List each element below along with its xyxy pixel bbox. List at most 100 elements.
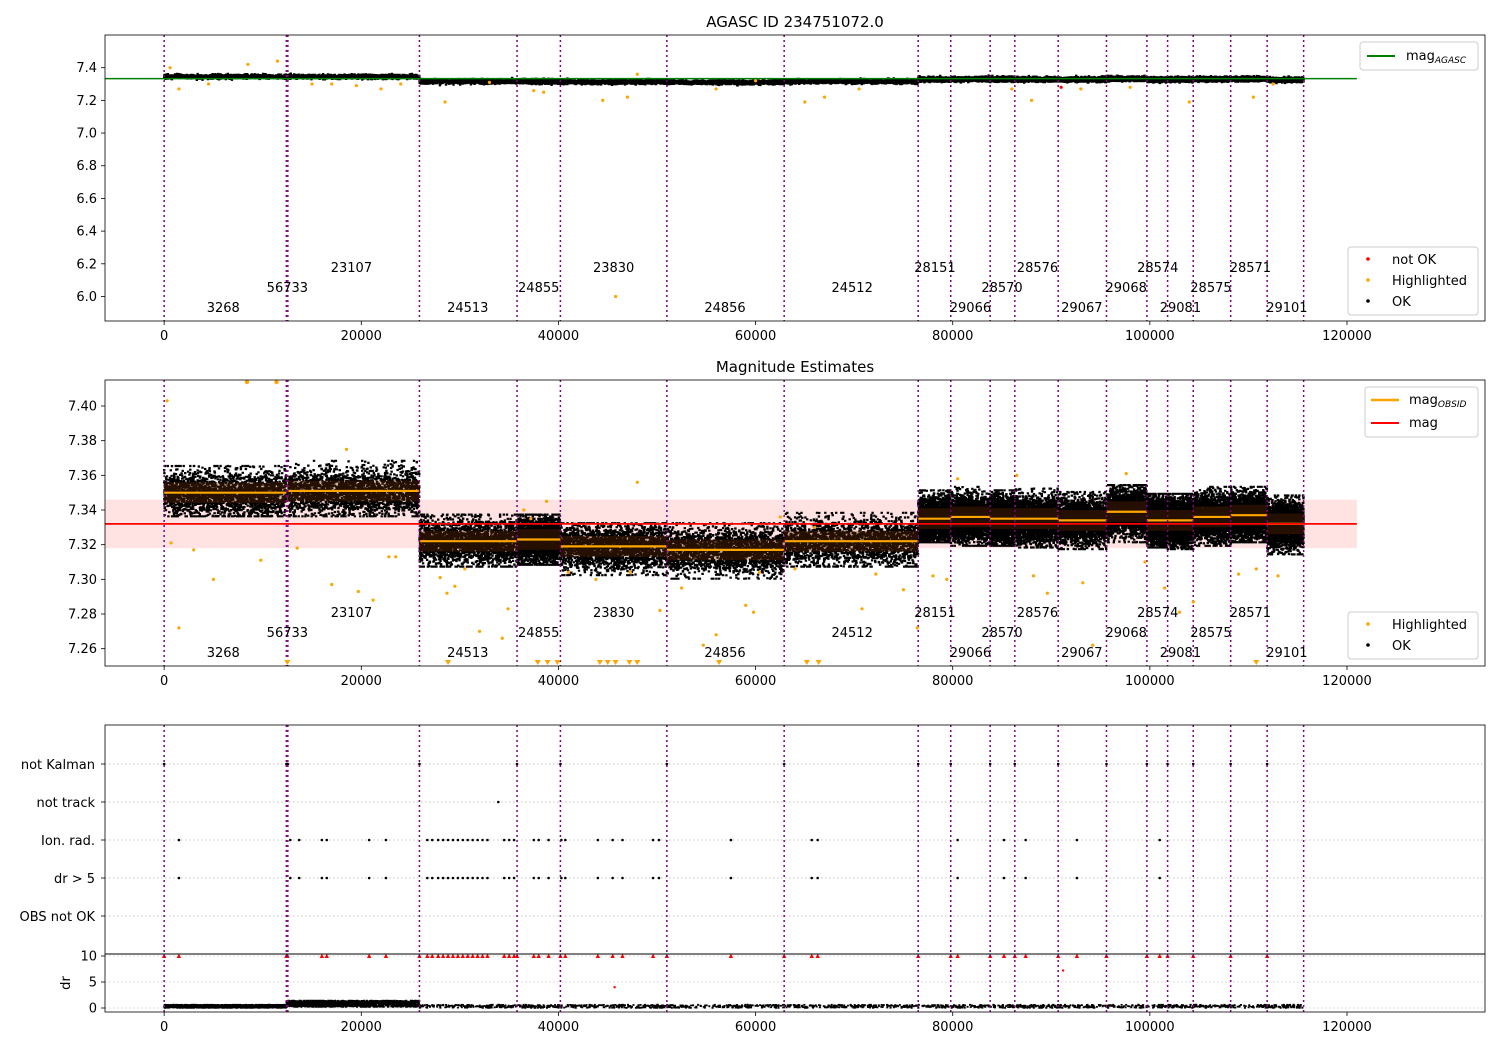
dr-saturated-marker — [450, 953, 456, 958]
offscale-marker — [634, 660, 641, 665]
flag-row-label: not Kalman — [21, 758, 95, 773]
x-tick-label: 20000 — [341, 1020, 382, 1035]
dr-saturated-marker — [465, 953, 470, 958]
obsid-label: 29068 — [1106, 626, 1147, 641]
flag-row-label: OBS not OK — [20, 910, 96, 925]
legend-marker — [1366, 299, 1370, 303]
highlighted-point — [1031, 574, 1036, 578]
dr-saturated-marker — [728, 953, 734, 958]
dr-saturated-marker — [502, 953, 507, 958]
x-tick-label: 80000 — [932, 329, 973, 344]
flag-point — [1075, 876, 1079, 880]
highlighted-point — [1124, 472, 1128, 476]
highlighted-point — [1128, 85, 1132, 89]
highlighted-point — [594, 577, 598, 581]
chart-title: AGASC ID 234751072.0 — [706, 13, 884, 31]
obsid-label: 24856 — [704, 301, 745, 316]
highlighted-point — [1081, 581, 1085, 585]
legend-box — [1347, 246, 1479, 316]
legend-box — [1347, 611, 1479, 660]
obsid-label: 29067 — [1061, 301, 1102, 316]
y-tick-label: 7.4 — [76, 61, 97, 76]
obsid-label: 23830 — [593, 261, 634, 276]
flag-point — [1229, 762, 1232, 766]
highlighted-point — [394, 555, 398, 559]
flag-point — [816, 876, 819, 880]
offscale-marker — [612, 660, 619, 665]
highlighted-point — [177, 626, 181, 630]
ok-point-cloud — [163, 72, 288, 81]
obsid-label: 23107 — [331, 606, 372, 621]
legend-label: magOBSID — [1409, 393, 1467, 410]
flag-point — [515, 762, 519, 766]
legend-marker — [1366, 643, 1370, 647]
flag-point — [564, 876, 567, 880]
plot-area — [105, 35, 1357, 321]
x-tick-label: 20000 — [341, 329, 382, 344]
legend-marker — [1366, 257, 1370, 261]
flag-point — [564, 838, 567, 842]
not-ok-point — [1059, 85, 1063, 89]
dr-saturated-marker — [460, 953, 466, 958]
dr-outlier-point — [1061, 969, 1065, 972]
x-tick-label: 80000 — [932, 674, 973, 689]
offscale-marker — [445, 660, 452, 665]
chart-title: Magnitude Estimates — [716, 358, 874, 376]
highlighted-point — [1271, 82, 1275, 86]
dr-saturated-marker — [480, 953, 485, 958]
x-tick-label: 40000 — [538, 329, 579, 344]
dr-saturated-marker — [620, 953, 625, 958]
y-tick-label: 6.4 — [76, 225, 97, 240]
highlighted-point — [192, 548, 196, 552]
flag-point — [436, 876, 440, 880]
y-tick-label: 6.8 — [76, 159, 97, 174]
flag-point — [481, 876, 484, 880]
dr-point-cloud — [418, 1003, 1304, 1009]
dr-saturated-marker — [563, 953, 568, 958]
flag-point — [1002, 838, 1006, 842]
highlighted-point — [445, 591, 449, 595]
highlighted-point — [658, 608, 662, 613]
highlighted-point — [354, 84, 358, 88]
dr-saturated-marker — [485, 953, 490, 958]
offscale-marker — [803, 660, 810, 665]
obsid-label: 24855 — [518, 626, 559, 641]
dr-saturated-marker — [955, 953, 960, 958]
highlighted-point — [1251, 95, 1255, 99]
dr-saturated-marker — [445, 953, 451, 958]
offscale-marker — [604, 660, 611, 665]
flag-point — [988, 762, 992, 766]
flag-point — [430, 876, 434, 880]
flag-point — [1024, 838, 1027, 842]
y-tick-label: 6.2 — [76, 257, 97, 272]
highlighted-point — [714, 633, 718, 637]
dr-point-cloud — [163, 1003, 288, 1009]
flag-point — [560, 876, 563, 880]
dr-saturated-marker — [546, 953, 551, 958]
flag-point — [446, 876, 450, 880]
highlighted-point — [500, 636, 504, 640]
highlighted-point — [752, 610, 756, 614]
highlighted-point — [477, 629, 482, 633]
obsid-label: 28570 — [981, 626, 1022, 641]
flag-point — [657, 838, 661, 842]
obsid-label: 24855 — [518, 281, 559, 296]
flag-point — [596, 838, 600, 842]
flag-point — [810, 838, 814, 842]
x-tick-label: 40000 — [538, 1020, 579, 1035]
highlighted-point — [601, 98, 605, 102]
flag-point — [286, 762, 290, 766]
highlighted-point — [169, 541, 173, 545]
offscale-marker — [544, 660, 551, 665]
y-tick-label: 7.28 — [68, 608, 97, 623]
flag-point — [471, 876, 474, 880]
flag-point — [384, 876, 388, 880]
dr-saturated-marker — [1023, 953, 1028, 958]
flag-point — [297, 876, 301, 880]
flag-point — [476, 838, 479, 842]
offscale-marker — [596, 660, 603, 665]
flag-point — [446, 838, 450, 842]
obsid-label: 24856 — [704, 646, 745, 661]
highlighted-point — [211, 577, 216, 581]
highlighted-point — [330, 582, 334, 587]
